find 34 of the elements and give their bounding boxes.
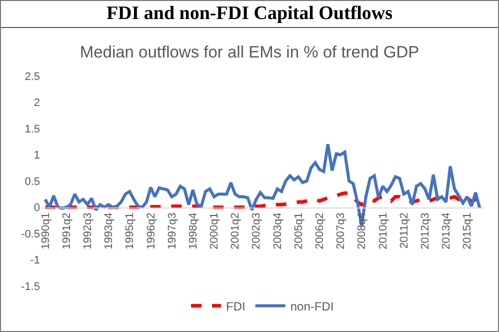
y-tick-label: 1.5 — [24, 123, 40, 136]
x-tick-label: 2006q2 — [314, 212, 326, 250]
x-tick-label: 2012q3 — [420, 212, 432, 250]
x-tick-label: 1991q2 — [60, 212, 73, 250]
x-tick-label: 2005q1 — [292, 212, 305, 250]
x-tick-label: 2010q1 — [377, 212, 390, 250]
x-tick-label: 2003q4 — [272, 212, 284, 250]
x-tick-label: 2015q1 — [462, 212, 474, 250]
y-tick-label: 2 — [34, 97, 40, 110]
x-tick-label: 2007q3 — [335, 212, 348, 250]
x-tick-label: 1990q1 — [40, 212, 52, 250]
legend-label: non-FDI — [290, 299, 334, 314]
x-tick-label: 1998q4 — [187, 212, 200, 250]
x-tick-label: 2001q2 — [230, 212, 242, 250]
y-tick-label: -1.5 — [21, 280, 40, 293]
y-tick-label: -1 — [30, 254, 40, 267]
x-tick-label: 2011q2 — [398, 212, 410, 249]
x-tick-label: 2000q1 — [208, 212, 221, 250]
chart-subtitle: Median outflows for all EMs in % of trend GDP — [80, 44, 420, 62]
y-tick-label: -0.5 — [21, 228, 40, 240]
x-tick-label: 2002q3 — [250, 212, 263, 250]
x-tick-label: 2013q4 — [440, 212, 453, 250]
x-tick-label: 2008q4 — [356, 212, 368, 250]
y-tick-label: 0 — [34, 202, 40, 214]
y-tick-label: 2.5 — [24, 70, 40, 83]
y-tick-label: 0.5 — [24, 176, 40, 188]
x-tick-label: 1997q3 — [166, 212, 178, 250]
x-tick-label: 1995q1 — [124, 212, 136, 250]
legend-label: FDI — [226, 299, 246, 314]
x-tick-label: 1993q4 — [103, 212, 116, 250]
x-tick-label: 1996q2 — [145, 212, 158, 250]
y-tick-label: 1 — [34, 150, 40, 162]
x-tick-label: 1992q3 — [82, 212, 94, 250]
chart-title: FDI and non-FDI Capital Outflows — [1, 1, 498, 28]
